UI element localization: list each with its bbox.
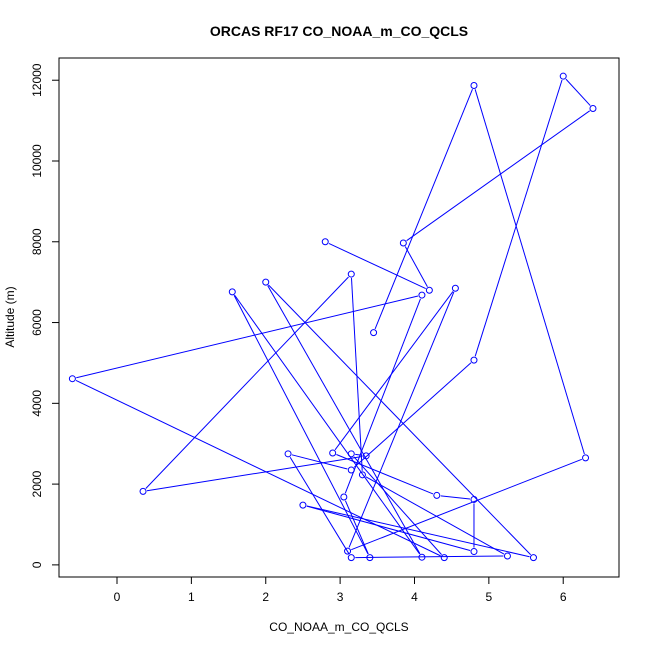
data-point [347, 466, 355, 474]
series-segment [344, 500, 369, 555]
series-segment [350, 278, 363, 471]
y-tick-label: 10000 [30, 144, 44, 178]
y-tick-label: 0 [30, 561, 44, 568]
series-segment [75, 379, 441, 557]
data-point [347, 450, 355, 458]
data-point [340, 493, 348, 501]
data-point [589, 104, 597, 112]
x-axis-label: CO_NOAA_m_CO_QCLS [269, 620, 408, 634]
series-segment [267, 285, 421, 554]
data-point [358, 471, 366, 479]
series-segment [353, 456, 442, 555]
y-axis: 0 2000 4000 6000 8000 10000 12000 [30, 63, 60, 568]
series-segment [76, 295, 419, 379]
series-segment [268, 284, 532, 556]
series-segment [404, 246, 428, 287]
series-segment [355, 555, 504, 559]
data-point [440, 554, 448, 562]
series-segment [306, 505, 530, 558]
series-segment [351, 458, 582, 551]
data-point [284, 450, 292, 458]
series-segment [306, 505, 471, 551]
data-point [418, 553, 426, 561]
series-segment [291, 454, 348, 470]
x-tick-label: 0 [114, 590, 121, 604]
series-segment [145, 276, 349, 489]
series-segment [374, 88, 473, 330]
x-tick-label: 6 [560, 590, 567, 604]
data-point [347, 554, 355, 562]
data-point [399, 239, 407, 247]
data-point [433, 491, 441, 499]
series-segment [233, 295, 369, 555]
y-tick-label: 8000 [30, 228, 44, 255]
data-point [451, 284, 459, 292]
data-point [139, 487, 147, 495]
series-segment [406, 110, 590, 242]
data-point [559, 72, 567, 80]
y-axis-label: Altitude (m) [3, 286, 17, 347]
chart-title: ORCAS RF17 CO_NOAA_m_CO_QCLS [210, 23, 468, 39]
x-tick-label: 5 [486, 590, 493, 604]
data-point [366, 554, 374, 562]
data-point [470, 356, 478, 364]
series-segment [289, 456, 350, 555]
data-point [470, 81, 478, 89]
y-tick-label: 6000 [30, 309, 44, 336]
data-point [262, 278, 270, 286]
y-tick-label: 12000 [30, 63, 44, 97]
data-point [299, 501, 307, 509]
data-point [582, 454, 590, 462]
series-segment [353, 362, 472, 468]
series-segment [328, 243, 426, 290]
series-segment [474, 79, 563, 357]
data-point [321, 238, 329, 246]
series-layer [68, 72, 597, 562]
y-tick-label: 4000 [30, 390, 44, 417]
data-point [418, 291, 426, 299]
data-point [470, 548, 478, 556]
series-segment [234, 294, 421, 555]
data-point [529, 554, 537, 562]
x-tick-label: 3 [337, 590, 344, 604]
data-point [329, 449, 337, 457]
data-point [228, 288, 236, 296]
x-tick-label: 1 [188, 590, 195, 604]
series-segment [348, 291, 455, 548]
data-point [425, 286, 433, 294]
data-point [503, 552, 511, 560]
data-point [344, 547, 352, 555]
data-point [347, 270, 355, 278]
data-point [470, 495, 478, 503]
y-tick-label: 2000 [30, 470, 44, 497]
data-point [362, 452, 370, 460]
series-segment [336, 454, 434, 495]
data-point [68, 375, 76, 383]
x-tick-label: 2 [262, 590, 269, 604]
series-segment [440, 495, 471, 500]
series-segment [146, 455, 363, 492]
series-segment [474, 89, 585, 455]
series-segment [565, 78, 591, 106]
series-segment [334, 291, 454, 451]
data-point [370, 329, 378, 337]
x-tick-label: 4 [411, 590, 418, 604]
x-axis: 0 1 2 3 4 5 6 [114, 576, 567, 604]
series-segment [365, 476, 505, 555]
